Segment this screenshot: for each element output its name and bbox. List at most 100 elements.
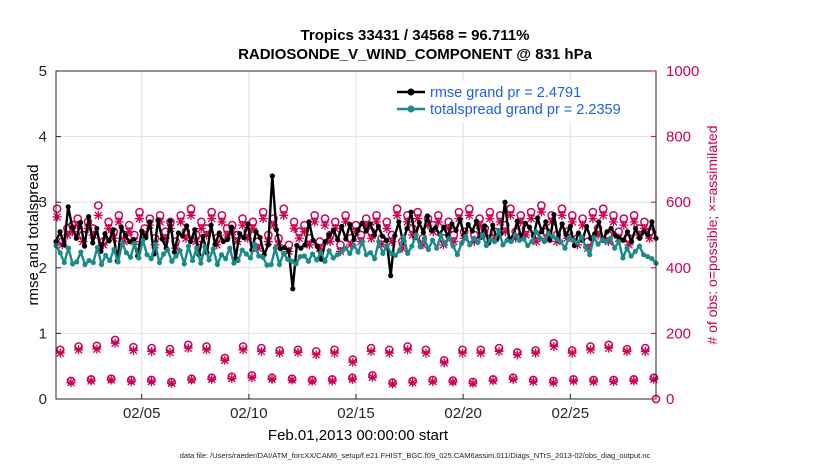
obs-assimilated-marker xyxy=(413,214,423,224)
rmse-point xyxy=(200,233,206,239)
rmse-point xyxy=(453,227,459,234)
rmse-point xyxy=(302,242,308,248)
y-tick-label-left: 2 xyxy=(39,260,47,277)
rmse-point xyxy=(637,235,643,241)
rmse-point xyxy=(449,221,455,227)
totalspread-point xyxy=(450,243,456,249)
obs-assimilated-marker xyxy=(444,223,454,233)
totalspread-point xyxy=(194,245,200,251)
rmse-point xyxy=(147,219,153,225)
totalspread-point xyxy=(173,253,179,259)
totalspread-point xyxy=(578,234,585,240)
rmse-point xyxy=(57,229,63,235)
obs-assimilated-marker xyxy=(243,233,253,243)
rmse-point xyxy=(384,237,390,243)
rmse-point xyxy=(294,242,300,249)
y-tick-label-right: 600 xyxy=(666,194,691,211)
chart-title: Tropics 33431 / 34568 = 96.711% xyxy=(300,27,530,44)
obs-assimilated-marker xyxy=(403,345,413,355)
obs-assimilated-marker xyxy=(106,375,116,385)
obs-assimilated-marker xyxy=(649,374,659,384)
obs-assimilated-marker xyxy=(449,237,459,247)
totalspread-point xyxy=(326,248,332,254)
rmse-point xyxy=(632,225,639,232)
totalspread-point xyxy=(351,242,357,249)
obs-assimilated-marker xyxy=(187,375,197,385)
obs-assimilated-marker xyxy=(382,223,392,233)
series-lines xyxy=(53,173,659,292)
obs-assimilated-marker xyxy=(68,227,78,237)
totalspread-point xyxy=(640,252,647,258)
totalspread-point xyxy=(227,245,233,251)
obs-assimilated-marker xyxy=(433,217,443,227)
rmse-point xyxy=(245,221,251,227)
obs-assimilated-marker xyxy=(468,378,478,388)
totalspread-point xyxy=(620,255,626,261)
totalspread-point xyxy=(541,238,547,245)
obs-assimilated-marker xyxy=(488,376,498,386)
obs-assimilated-marker xyxy=(74,345,84,355)
chart-subtitle: RADIOSONDE_V_WIND_COMPONENT @ 831 hPa xyxy=(238,46,592,63)
obs-assimilated-marker xyxy=(110,338,120,348)
totalspread-point xyxy=(144,252,150,258)
totalspread-point xyxy=(198,260,204,266)
totalspread-point xyxy=(338,248,345,254)
totalspread-point xyxy=(160,251,167,257)
obs-assimilated-marker xyxy=(330,223,340,233)
rmse-point xyxy=(351,236,357,243)
rmse-point xyxy=(363,228,369,234)
rmse-point xyxy=(159,236,165,242)
totalspread-point xyxy=(264,262,270,268)
totalspread-point xyxy=(520,236,527,242)
obs-assimilated-marker xyxy=(589,377,599,387)
totalspread-point xyxy=(123,250,129,256)
obs-assimilated-marker xyxy=(287,375,297,385)
rmse-point xyxy=(330,227,337,234)
obs-assimilated-marker xyxy=(181,233,191,243)
rmse-point xyxy=(535,215,541,221)
totalspread-point xyxy=(425,246,432,253)
totalspread-point xyxy=(185,243,192,249)
totalspread-point xyxy=(525,242,531,249)
rmse-point xyxy=(604,229,610,235)
totalspread-point xyxy=(537,235,543,241)
obs-possible-marker xyxy=(93,201,103,210)
rmse-point xyxy=(65,204,71,210)
totalspread-point xyxy=(293,261,299,267)
rmse-point xyxy=(110,227,116,233)
obs-assimilated-marker xyxy=(126,377,136,387)
legend-label-totalspread: totalspread grand pr = 2.2359 xyxy=(430,102,621,118)
rmse-point xyxy=(649,219,655,225)
rmse-point xyxy=(592,231,598,237)
totalspread-point xyxy=(57,250,63,256)
rmse-point xyxy=(241,235,247,241)
totalspread-point xyxy=(636,243,643,249)
obs-assimilated-marker xyxy=(279,210,289,220)
rmse-point xyxy=(322,238,328,245)
rmse-point xyxy=(375,223,382,230)
totalspread-point xyxy=(483,242,489,249)
rmse-point xyxy=(465,221,471,228)
totalspread-point xyxy=(119,240,125,246)
totalspread-point xyxy=(380,250,386,256)
rmse-point xyxy=(424,213,431,219)
totalspread-point xyxy=(347,250,353,256)
obs-assimilated-marker xyxy=(622,346,632,356)
rmse-point xyxy=(359,220,365,226)
totalspread-point xyxy=(479,232,485,238)
obs-assimilated-marker xyxy=(585,345,595,355)
totalspread-point xyxy=(247,255,254,261)
rmse-point xyxy=(432,225,439,231)
totalspread-point xyxy=(297,254,303,260)
totalspread-point xyxy=(318,250,324,256)
rmse-point xyxy=(514,218,520,224)
y-tick-label-right: 800 xyxy=(666,129,691,146)
obs-assimilated-marker xyxy=(160,233,170,243)
rmse-point xyxy=(522,220,528,226)
obs-possible-marker xyxy=(52,204,62,214)
obs-assimilated-marker xyxy=(476,348,486,358)
totalspread-point xyxy=(566,235,572,241)
rmse-point xyxy=(208,222,214,228)
